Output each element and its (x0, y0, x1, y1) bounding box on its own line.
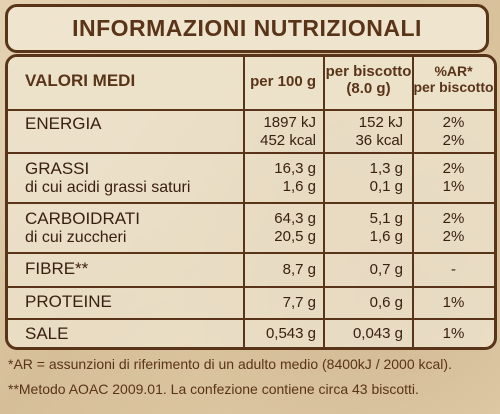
footnote-method: **Metodo AOAC 2009.01. La confezione con… (8, 381, 419, 397)
row-name: FIBRE** (25, 259, 89, 278)
row-per100-cell: 8,7 g (244, 254, 324, 286)
row-per100-cell: 64,3 g 20,5 g (244, 204, 324, 252)
footnotes: *AR = assunzioni di riferimento di un ad… (8, 352, 496, 402)
row-name-cell: GRASSI di cui acidi grassi saturi (8, 154, 244, 202)
row-ar-value: 1% (442, 178, 465, 195)
row-name: SALE (25, 324, 69, 343)
header-name-cell: VALORI MEDI (8, 57, 244, 109)
footnote-ar: *AR = assunzioni di riferimento di un ad… (8, 356, 452, 372)
row-per100-value: 20,5 g (274, 228, 316, 245)
row-name-cell: CARBOIDRATI di cui zuccheri (8, 204, 244, 252)
header-per100: per 100 g (250, 73, 316, 90)
row-name: PROTEINE (25, 292, 112, 311)
header-ar-line1: %AR* (434, 63, 473, 79)
row-biscuit-value: 0,7 g (369, 261, 403, 278)
table-header-row: VALORI MEDI per 100 g per biscotto (8.0 … (8, 57, 494, 109)
row-per100-cell: 7,7 g (244, 288, 324, 318)
table-row: ENERGIA 1897 kJ 452 kcal 152 kJ 36 kcal … (8, 111, 494, 152)
header-ar-cell: %AR* per biscotto (413, 57, 494, 109)
header-biscuit-line2: (8.0 g) (346, 80, 391, 97)
row-biscuit-value: 0,043 g (352, 325, 403, 342)
row-divider (8, 286, 494, 288)
header-ar-line2: per biscotto (413, 79, 494, 95)
row-biscuit-value: 5,1 g (369, 210, 403, 227)
table-row: GRASSI di cui acidi grassi saturi 16,3 g… (8, 154, 494, 202)
row-per100-value: 8,7 g (282, 261, 316, 278)
row-ar-value: 2% (442, 132, 465, 149)
row-ar-cell: 1% (413, 288, 494, 318)
table-row: CARBOIDRATI di cui zuccheri 64,3 g 20,5 … (8, 204, 494, 252)
page-title: INFORMAZIONI NUTRIZIONALI (72, 15, 422, 41)
header-per100-cell: per 100 g (244, 57, 324, 109)
row-divider (8, 152, 494, 154)
row-biscuit-value: 1,6 g (369, 228, 403, 245)
row-ar-value: 2% (442, 228, 465, 245)
row-biscuit-value: 36 kcal (355, 132, 403, 149)
row-biscuit-cell: 0,6 g (324, 288, 413, 318)
row-per100-value: 0,543 g (265, 325, 316, 342)
row-ar-value: 2% (442, 160, 465, 177)
row-biscuit-cell: 5,1 g 1,6 g (324, 204, 413, 252)
row-subname: di cui acidi grassi saturi (25, 179, 191, 196)
table-row: FIBRE** 8,7 g 0,7 g - (8, 254, 494, 286)
row-name-cell: PROTEINE (8, 288, 244, 318)
row-biscuit-value: 1,3 g (369, 160, 403, 177)
row-ar-cell: 1% (413, 320, 494, 347)
row-divider (8, 109, 494, 111)
column-divider (243, 57, 245, 347)
header-biscuit-cell: per biscotto (8.0 g) (324, 57, 413, 109)
row-subname: di cui zuccheri (25, 229, 127, 246)
row-per100-value: 1,6 g (282, 178, 316, 195)
row-ar-cell: 2% 1% (413, 154, 494, 202)
column-divider (412, 57, 414, 347)
column-divider (323, 57, 325, 347)
row-biscuit-cell: 0,7 g (324, 254, 413, 286)
row-divider (8, 252, 494, 254)
row-per100-value: 16,3 g (274, 160, 316, 177)
row-per100-value: 452 kcal (260, 132, 316, 149)
row-name-cell: ENERGIA (8, 111, 244, 152)
row-divider (8, 202, 494, 204)
row-ar-cell: 2% 2% (413, 111, 494, 152)
row-ar-value: 2% (442, 114, 465, 131)
row-biscuit-cell: 1,3 g 0,1 g (324, 154, 413, 202)
row-biscuit-cell: 152 kJ 36 kcal (324, 111, 413, 152)
row-biscuit-value: 0,1 g (369, 178, 403, 195)
row-ar-value: 1% (442, 294, 465, 311)
nutrition-table: VALORI MEDI per 100 g per biscotto (8.0 … (5, 54, 497, 350)
row-ar-value: 2% (442, 210, 465, 227)
row-divider (8, 318, 494, 320)
header-name: VALORI MEDI (25, 71, 136, 90)
row-name: GRASSI (25, 159, 90, 178)
row-per100-value: 64,3 g (274, 210, 316, 227)
header-biscuit-line1: per biscotto (325, 63, 412, 80)
row-biscuit-value: 0,6 g (369, 294, 403, 311)
row-per100-cell: 1897 kJ 452 kcal (244, 111, 324, 152)
row-per100-value: 7,7 g (282, 294, 316, 311)
row-name-cell: SALE (8, 320, 244, 347)
row-ar-cell: - (413, 254, 494, 286)
table-row: SALE 0,543 g 0,043 g 1% (8, 320, 494, 347)
title-box: INFORMAZIONI NUTRIZIONALI (5, 4, 489, 53)
row-name-cell: FIBRE** (8, 254, 244, 286)
row-biscuit-cell: 0,043 g (324, 320, 413, 347)
row-ar-cell: 2% 2% (413, 204, 494, 252)
row-per100-cell: 16,3 g 1,6 g (244, 154, 324, 202)
row-ar-value: 1% (442, 325, 465, 342)
table-row: PROTEINE 7,7 g 0,6 g 1% (8, 288, 494, 318)
row-name: CARBOIDRATI (25, 209, 140, 228)
row-per100-cell: 0,543 g (244, 320, 324, 347)
row-ar-value: - (451, 261, 456, 278)
row-per100-value: 1897 kJ (263, 114, 316, 131)
row-biscuit-value: 152 kJ (358, 114, 403, 131)
row-name: ENERGIA (25, 114, 102, 133)
